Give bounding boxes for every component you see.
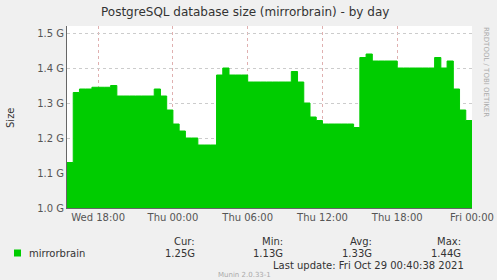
svg-text:1.44G: 1.44G <box>431 248 461 259</box>
svg-text:Thu 00:00: Thu 00:00 <box>147 212 199 223</box>
svg-text:1.0 G: 1.0 G <box>37 203 64 214</box>
svg-text:Thu 18:00: Thu 18:00 <box>371 212 423 223</box>
svg-text:Cur:: Cur: <box>174 236 195 247</box>
svg-text:1.25G: 1.25G <box>165 248 195 259</box>
svg-text:Thu 12:00: Thu 12:00 <box>296 212 348 223</box>
svg-text:Munin 2.0.33-1: Munin 2.0.33-1 <box>218 271 271 279</box>
svg-text:1.2 G: 1.2 G <box>37 133 64 144</box>
svg-text:1.5 G: 1.5 G <box>37 28 64 39</box>
svg-text:Size: Size <box>5 107 16 128</box>
svg-text:Fri 00:00: Fri 00:00 <box>450 212 494 223</box>
svg-text:Avg:: Avg: <box>350 236 372 247</box>
svg-text:RRDTOOL / TOBI OETIKER: RRDTOOL / TOBI OETIKER <box>482 27 490 117</box>
svg-text:1.1 G: 1.1 G <box>37 168 64 179</box>
svg-text:Thu 06:00: Thu 06:00 <box>221 212 273 223</box>
svg-text:mirrorbrain: mirrorbrain <box>29 248 85 259</box>
svg-text:1.13G: 1.13G <box>253 248 283 259</box>
svg-text:Last update: Fri Oct 29 00:40:: Last update: Fri Oct 29 00:40:38 2021 <box>273 260 464 271</box>
svg-text:Wed 18:00: Wed 18:00 <box>71 212 125 223</box>
svg-text:Max:: Max: <box>437 236 461 247</box>
svg-text:1.3 G: 1.3 G <box>37 98 64 109</box>
svg-text:PostgreSQL database size (mirr: PostgreSQL database size (mirrorbrain) -… <box>101 5 389 19</box>
svg-text:Min:: Min: <box>262 236 283 247</box>
svg-text:1.33G: 1.33G <box>342 248 372 259</box>
svg-text:1.4 G: 1.4 G <box>37 63 64 74</box>
